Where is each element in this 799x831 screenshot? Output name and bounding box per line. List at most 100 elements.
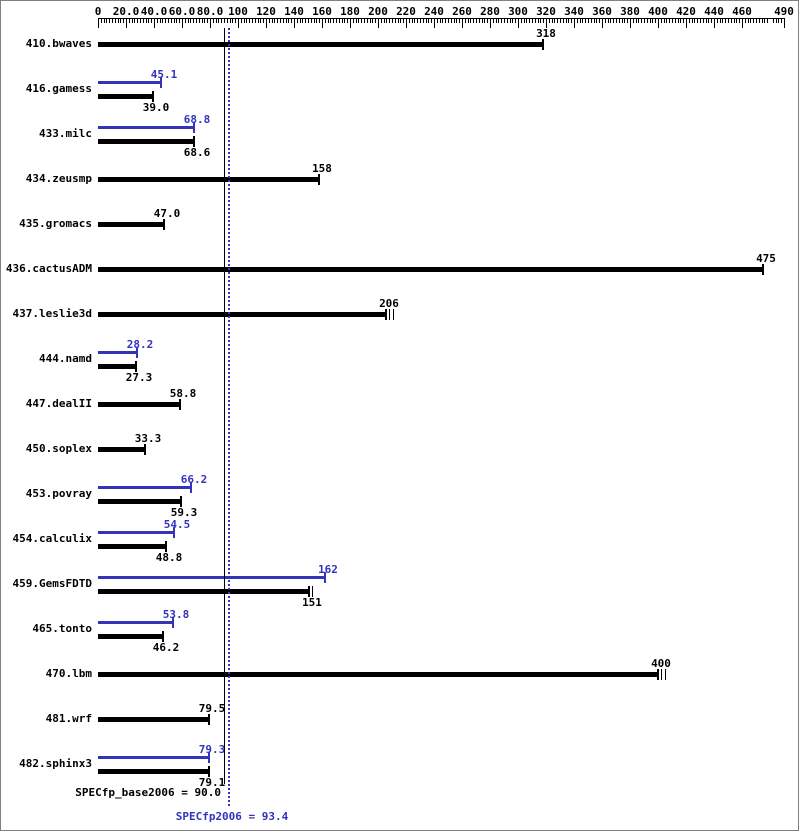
axis-minor-tick [160,18,161,23]
axis-minor-tick [683,18,684,23]
axis-minor-tick [728,18,729,23]
peak-bar [98,486,191,489]
peak-bar [98,531,174,534]
base-bar [98,544,166,549]
axis-minor-tick [364,18,365,23]
axis-minor-tick [664,18,665,23]
base-mean-line [224,28,225,784]
axis-minor-tick [269,18,270,23]
axis-minor-tick [678,18,679,23]
peak-value-label: 54.5 [163,518,191,531]
benchmark-label: 450.soplex [25,442,92,455]
axis-minor-tick [232,18,233,23]
run-spread-tick [393,309,394,320]
base-bar-endcap [193,136,195,147]
base-bar-endcap [165,541,167,552]
base-bar-endcap [163,219,165,230]
benchmark-label: 410.bwaves [25,37,92,50]
benchmark-label: 454.calculix [12,532,92,545]
axis-tick-label: 160 [312,5,332,18]
axis-minor-tick [610,18,611,23]
base-value-label: 47.0 [153,207,181,220]
axis-minor-tick [417,18,418,23]
axis-minor-tick [669,18,670,23]
axis-minor-tick [403,18,404,23]
axis-major-tick [742,18,743,28]
axis-minor-tick [118,18,119,23]
base-value-label: 475 [756,252,776,265]
axis-minor-tick [776,18,777,23]
axis-minor-tick [361,18,362,23]
base-value-label: 206 [379,297,399,310]
base-value-label: 48.8 [155,551,183,564]
peak-bar [98,351,137,354]
axis-minor-tick [168,18,169,23]
axis-minor-tick [328,18,329,23]
axis-tick-label: 280 [480,5,500,18]
axis-tick-label: 240 [424,5,444,18]
axis-minor-tick [437,18,438,23]
axis-minor-tick [476,18,477,23]
axis-minor-tick [512,18,513,23]
axis-minor-tick [468,18,469,23]
axis-minor-tick [554,18,555,23]
axis-minor-tick [339,18,340,23]
axis-tick-label: 140 [284,5,304,18]
axis-minor-tick [672,18,673,23]
axis-minor-tick [454,18,455,23]
axis-minor-tick [428,18,429,23]
base-bar [98,312,386,317]
axis-minor-tick [372,18,373,23]
axis-minor-tick [736,18,737,23]
axis-minor-tick [647,18,648,23]
axis-tick-label: 360 [592,5,612,18]
benchmark-label: 416.gamess [25,82,92,95]
base-value-label: 39.0 [142,101,170,114]
axis-minor-tick [641,18,642,23]
base-value-label: 400 [651,657,671,670]
axis-major-tick [518,18,519,28]
axis-minor-tick [140,18,141,23]
axis-minor-tick [129,18,130,23]
axis-minor-tick [213,18,214,23]
peak-value-label: 53.8 [162,608,190,621]
base-bar [98,94,153,99]
axis-minor-tick [498,18,499,23]
axis-minor-tick [423,18,424,23]
benchmark-label: 437.leslie3d [12,307,92,320]
axis-minor-tick [767,18,768,23]
axis-minor-tick [552,18,553,23]
peak-bar-endcap [193,122,195,133]
axis-major-tick [154,18,155,28]
axis-minor-tick [465,18,466,23]
peak-bar [98,81,161,84]
axis-minor-tick [272,18,273,23]
benchmark-label: 481.wrf [45,712,92,725]
axis-minor-tick [456,18,457,23]
axis-minor-tick [146,18,147,23]
axis-minor-tick [762,18,763,23]
axis-minor-tick [221,18,222,23]
axis-minor-tick [543,18,544,23]
base-bar-endcap [144,444,146,455]
axis-major-tick [98,18,99,28]
run-spread-tick [661,669,662,680]
base-value-label: 46.2 [152,641,180,654]
axis-minor-tick [585,18,586,23]
axis-minor-tick [342,18,343,23]
axis-minor-tick [473,18,474,23]
axis-tick-label: 60.0 [168,5,196,18]
axis-major-tick [784,18,785,28]
base-bar [98,672,658,677]
axis-minor-tick [700,18,701,23]
axis-minor-tick [431,18,432,23]
peak-bar-endcap [208,752,210,763]
axis-minor-tick [717,18,718,23]
axis-minor-tick [370,18,371,23]
base-bar-endcap [208,766,210,777]
axis-minor-tick [470,18,471,23]
axis-minor-tick [689,18,690,23]
axis-minor-tick [137,18,138,23]
base-bar [98,499,181,504]
axis-minor-tick [493,18,494,23]
